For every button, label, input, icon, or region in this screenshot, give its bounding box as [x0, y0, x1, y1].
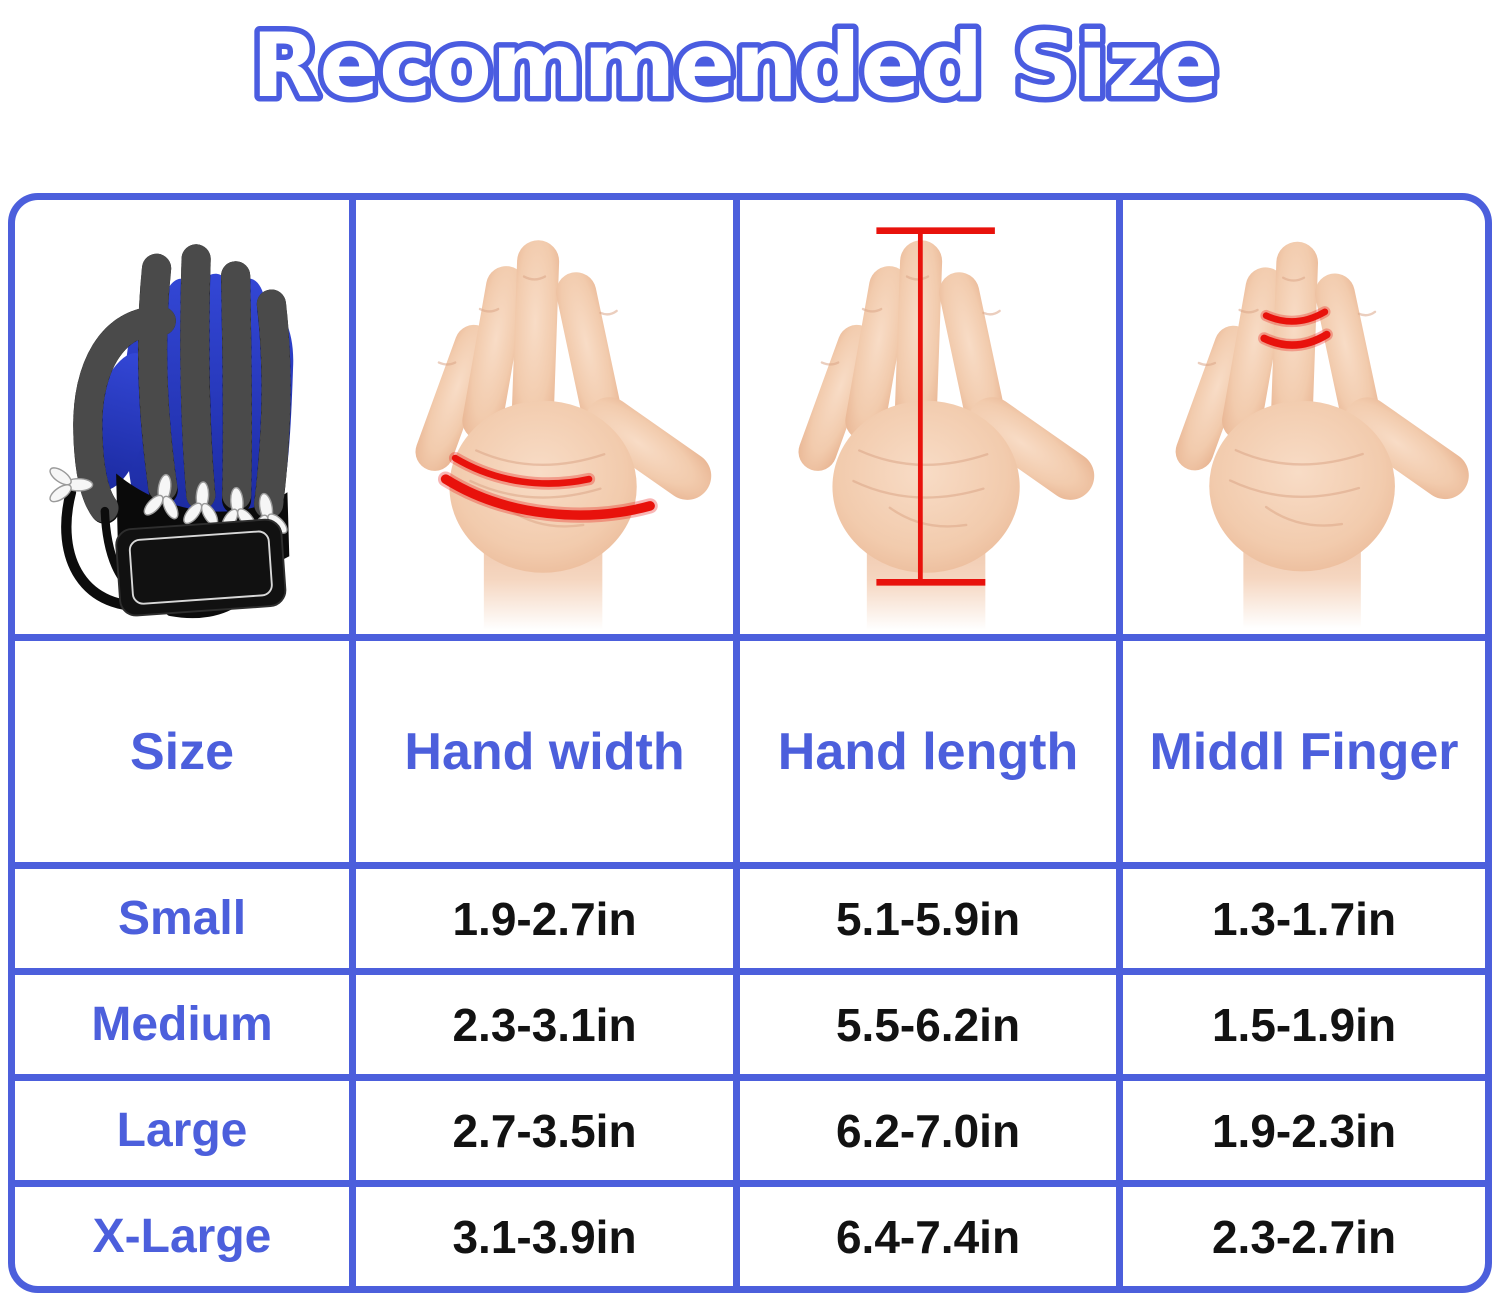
value: 6.2-7.0in [835, 1104, 1021, 1157]
cell-xlarge-middle-finger: 2.3-2.7in [1123, 1187, 1485, 1286]
middle-finger-illustration [1169, 239, 1480, 630]
header-hand-width: Hand width [356, 641, 733, 862]
value: 5.1-5.9in [835, 892, 1021, 945]
width-measure-arcs [437, 451, 658, 523]
value: 1.3-1.7in [1211, 892, 1397, 945]
cell-small-hand-width: 1.9-2.7in [356, 869, 733, 968]
header-middle-finger-label: Middl Finger [1149, 722, 1459, 781]
size-label: Large [116, 1104, 248, 1157]
hand-width-image-cell [356, 200, 733, 634]
value: 2.3-2.7in [1211, 1210, 1397, 1263]
value: 1.5-1.9in [1211, 998, 1397, 1051]
control-pad [115, 518, 287, 617]
hand-length-image-cell [740, 200, 1116, 634]
header-size-label: Size [129, 722, 235, 781]
product-image-cell [15, 200, 349, 634]
cell-medium-hand-length: 5.5-6.2in [740, 975, 1116, 1074]
hand-length-illustration [791, 227, 1105, 632]
valves [49, 467, 288, 539]
value: 3.1-3.9in [452, 1210, 637, 1263]
size-table: Size Hand width Hand length Middl Finger… [8, 193, 1492, 1293]
cell-small-size: Small [15, 869, 349, 968]
header-middle-finger: Middl Finger [1123, 641, 1485, 862]
cell-xlarge-hand-width: 3.1-3.9in [356, 1187, 733, 1286]
value: 1.9-2.7in [452, 892, 637, 945]
cell-small-hand-length: 5.1-5.9in [740, 869, 1116, 968]
cell-large-hand-length: 6.2-7.0in [740, 1081, 1116, 1180]
cell-large-hand-width: 2.7-3.5in [356, 1081, 733, 1180]
finger-measure-arcs [1258, 306, 1333, 352]
header-hand-length-label: Hand length [777, 722, 1079, 781]
header-size: Size [15, 641, 349, 862]
size-label: X-Large [92, 1210, 272, 1263]
cell-xlarge-size: X-Large [15, 1187, 349, 1286]
cell-medium-size: Medium [15, 975, 349, 1074]
hand-width-illustration [408, 238, 722, 632]
cell-medium-hand-width: 2.3-3.1in [356, 975, 733, 1074]
size-label: Medium [91, 998, 273, 1051]
page-title-text: Recommended Size [252, 14, 1219, 117]
cell-large-middle-finger: 1.9-2.3in [1123, 1081, 1485, 1180]
length-measure-line [876, 227, 995, 586]
middle-finger-image-cell [1123, 200, 1485, 634]
value: 5.5-6.2in [835, 998, 1021, 1051]
page-title: Recommended Size [246, 9, 1224, 123]
value: 6.4-7.4in [835, 1210, 1021, 1263]
size-label: Small [117, 892, 247, 945]
rehab-glove-product-image [49, 244, 294, 619]
cell-xlarge-hand-length: 6.4-7.4in [740, 1187, 1116, 1286]
value: 2.7-3.5in [452, 1104, 637, 1157]
value: 2.3-3.1in [452, 998, 637, 1051]
value: 1.9-2.3in [1211, 1104, 1397, 1157]
cell-small-middle-finger: 1.3-1.7in [1123, 869, 1485, 968]
cell-large-size: Large [15, 1081, 349, 1180]
header-hand-length: Hand length [740, 641, 1116, 862]
cell-medium-middle-finger: 1.5-1.9in [1123, 975, 1485, 1074]
header-hand-width-label: Hand width [404, 722, 685, 781]
